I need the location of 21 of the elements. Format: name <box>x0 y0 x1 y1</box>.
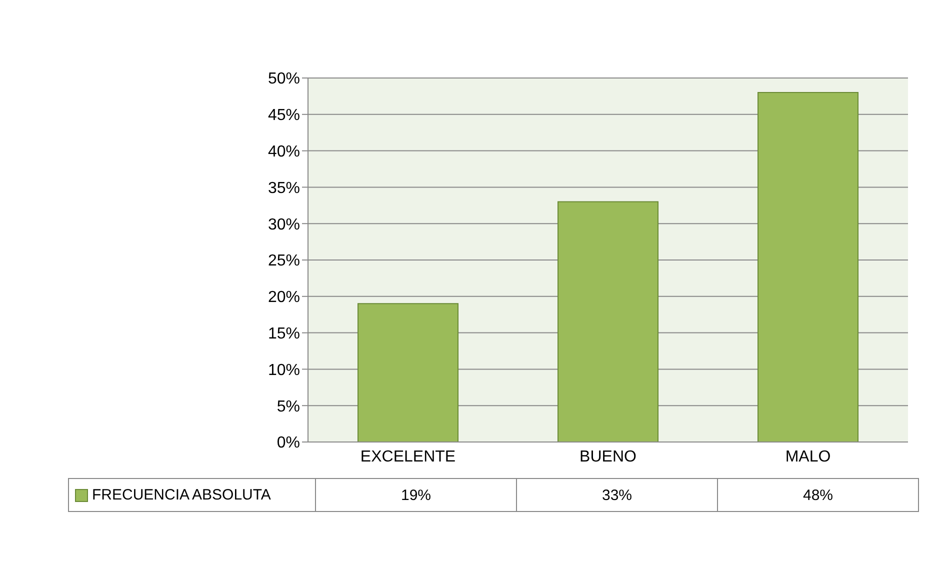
legend-label: FRECUENCIA ABSOLUTA <box>92 486 271 504</box>
data-label: 33% <box>516 478 718 512</box>
x-tick-label: MALO <box>785 448 831 466</box>
y-tick-label: 5% <box>276 398 300 416</box>
bar <box>758 92 858 442</box>
y-tick-label: 15% <box>268 325 300 342</box>
y-tick-label: 30% <box>268 216 300 234</box>
bar <box>558 201 658 442</box>
x-tick-label: BUENO <box>580 448 636 466</box>
bar <box>358 303 458 442</box>
y-tick-label: 25% <box>268 252 300 270</box>
data-label: 19% <box>316 478 516 512</box>
y-tick-label: 20% <box>268 289 300 306</box>
y-tick-label: 45% <box>268 107 300 124</box>
y-tick-label: 40% <box>268 143 300 160</box>
y-tick-label: 35% <box>268 180 300 197</box>
y-tick-label: 10% <box>268 362 300 379</box>
data-label: 48% <box>718 478 918 512</box>
y-tick-label: 50% <box>268 70 300 88</box>
x-tick-label: EXCELENTE <box>360 448 456 466</box>
y-tick-label: 0% <box>276 434 300 452</box>
